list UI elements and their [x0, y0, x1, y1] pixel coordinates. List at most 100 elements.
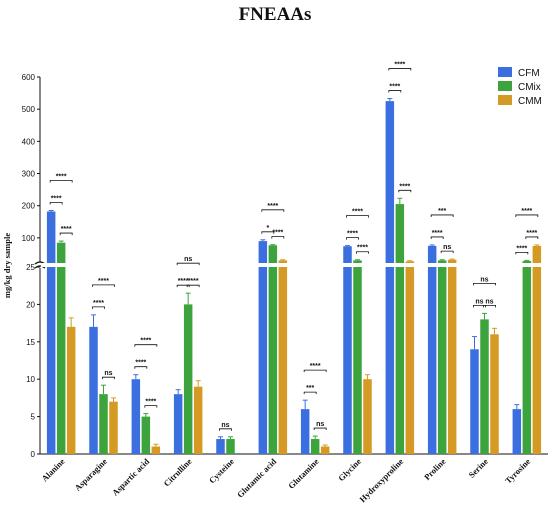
bar-cmm: [193, 386, 203, 454]
y-tick-label: 25: [26, 263, 35, 272]
significance-bracket: [388, 90, 402, 93]
significance-bracket: [430, 214, 454, 217]
bar-cfm: [427, 245, 437, 454]
significance-bracket: [59, 232, 73, 236]
legend-label: CMix: [518, 82, 541, 93]
bar-cmm: [490, 334, 499, 454]
bar-cmix: [268, 245, 278, 454]
bar-cfm: [258, 241, 268, 454]
bar-cfm: [470, 349, 479, 454]
bar-cmix: [310, 439, 320, 454]
significance-bracket: [49, 180, 73, 183]
bar-cmix: [395, 204, 405, 454]
legend-label: CFM: [518, 68, 540, 79]
significance-label: ****: [140, 338, 151, 345]
significance-label: ****: [526, 230, 537, 237]
bar-cmm: [532, 245, 542, 454]
bar-cmm: [447, 259, 457, 454]
significance-bracket: [176, 284, 190, 288]
bar-cfm: [512, 409, 522, 454]
bar-cfm: [131, 379, 141, 454]
significance-bracket: [49, 202, 63, 205]
significance-bracket: [346, 237, 359, 240]
category-label: Tyrosine: [503, 456, 532, 485]
significance-label: ****: [394, 62, 405, 69]
significance-bracket: [102, 376, 115, 380]
legend-swatch-cfm: [498, 67, 512, 77]
bar-cmix: [522, 261, 532, 454]
significance-label: ****: [310, 363, 321, 370]
significance-bracket: [346, 215, 369, 218]
significance-bracket: [261, 209, 285, 212]
significance-bracket: [356, 251, 369, 254]
category-label: Aspartic acid: [110, 456, 151, 497]
bar-cfm: [300, 409, 310, 454]
category-label: Citrulline: [161, 456, 193, 488]
significance-bracket: [92, 306, 105, 309]
significance-label: ****: [399, 183, 410, 190]
category-label: Proline: [422, 456, 448, 482]
y-tick-label: 15: [26, 338, 35, 347]
bar-cmix: [141, 416, 151, 454]
significance-label: ns: [443, 244, 451, 251]
significance-label: ***: [438, 208, 446, 215]
significance-label: ****: [272, 230, 283, 237]
y-tick-label: 0: [31, 450, 36, 459]
significance-label: ****: [432, 230, 443, 237]
significance-label: ns: [221, 422, 229, 429]
significance-bracket: [473, 304, 486, 308]
significance-bracket: [303, 369, 327, 373]
significance-bracket: [430, 236, 444, 239]
significance-label: ***: [306, 385, 314, 392]
legend-swatch-cmix: [498, 81, 512, 91]
bar-cmix: [226, 439, 235, 454]
significance-brackets: ****************ns******************** **…: [49, 62, 539, 431]
significance-label: ****: [267, 203, 278, 210]
y-tick-label: 20: [26, 300, 35, 309]
significance-bracket: [176, 262, 200, 266]
legend-label: CMM: [518, 96, 542, 107]
chart-title: FNEAAs: [238, 4, 312, 25]
bar-cmix: [353, 260, 362, 454]
legend: CFM CMix CMM: [498, 67, 542, 107]
significance-bracket: [313, 427, 327, 431]
bar-cmm: [363, 379, 372, 454]
bar-cfm: [216, 439, 225, 454]
significance-label: ns: [475, 298, 483, 305]
legend-swatch-cmm: [498, 95, 512, 105]
significance-bracket: [525, 236, 539, 239]
significance-label: ****: [389, 84, 400, 91]
significance-label: ****: [347, 231, 358, 238]
y-tick-label: 500: [22, 105, 36, 114]
significance-bracket: [388, 68, 412, 71]
significance-label: ns: [485, 298, 493, 305]
y-tick-label: 200: [22, 202, 36, 211]
significance-label: ****: [516, 245, 527, 252]
y-tick-label: 10: [26, 375, 35, 384]
significance-label: *: [266, 225, 269, 232]
significance-label: ****: [98, 278, 109, 285]
significance-label: ****: [352, 209, 363, 216]
bar-cmix: [183, 304, 193, 454]
bar-cfm: [46, 211, 56, 454]
significance-label: ****: [56, 174, 67, 181]
significance-label: ****: [93, 300, 104, 307]
significance-label: ****: [61, 226, 72, 233]
bar-cmix: [437, 260, 447, 454]
category-label: Serine: [466, 456, 490, 480]
bar-cfm: [89, 326, 98, 454]
axis-break-band: [41, 263, 549, 267]
bar-cfm: [385, 101, 395, 454]
significance-bracket: [186, 284, 200, 288]
bar-cmm: [109, 401, 118, 454]
significance-bracket: [271, 236, 285, 239]
significance-bracket: [398, 189, 412, 193]
category-label: Asparagine: [72, 456, 109, 493]
significance-bracket: [473, 282, 496, 286]
significance-label: ns: [316, 421, 324, 428]
significance-label: ****: [188, 278, 199, 285]
bar-cmm: [151, 446, 161, 454]
significance-bracket: [134, 366, 148, 369]
bar-cfm: [173, 394, 183, 454]
